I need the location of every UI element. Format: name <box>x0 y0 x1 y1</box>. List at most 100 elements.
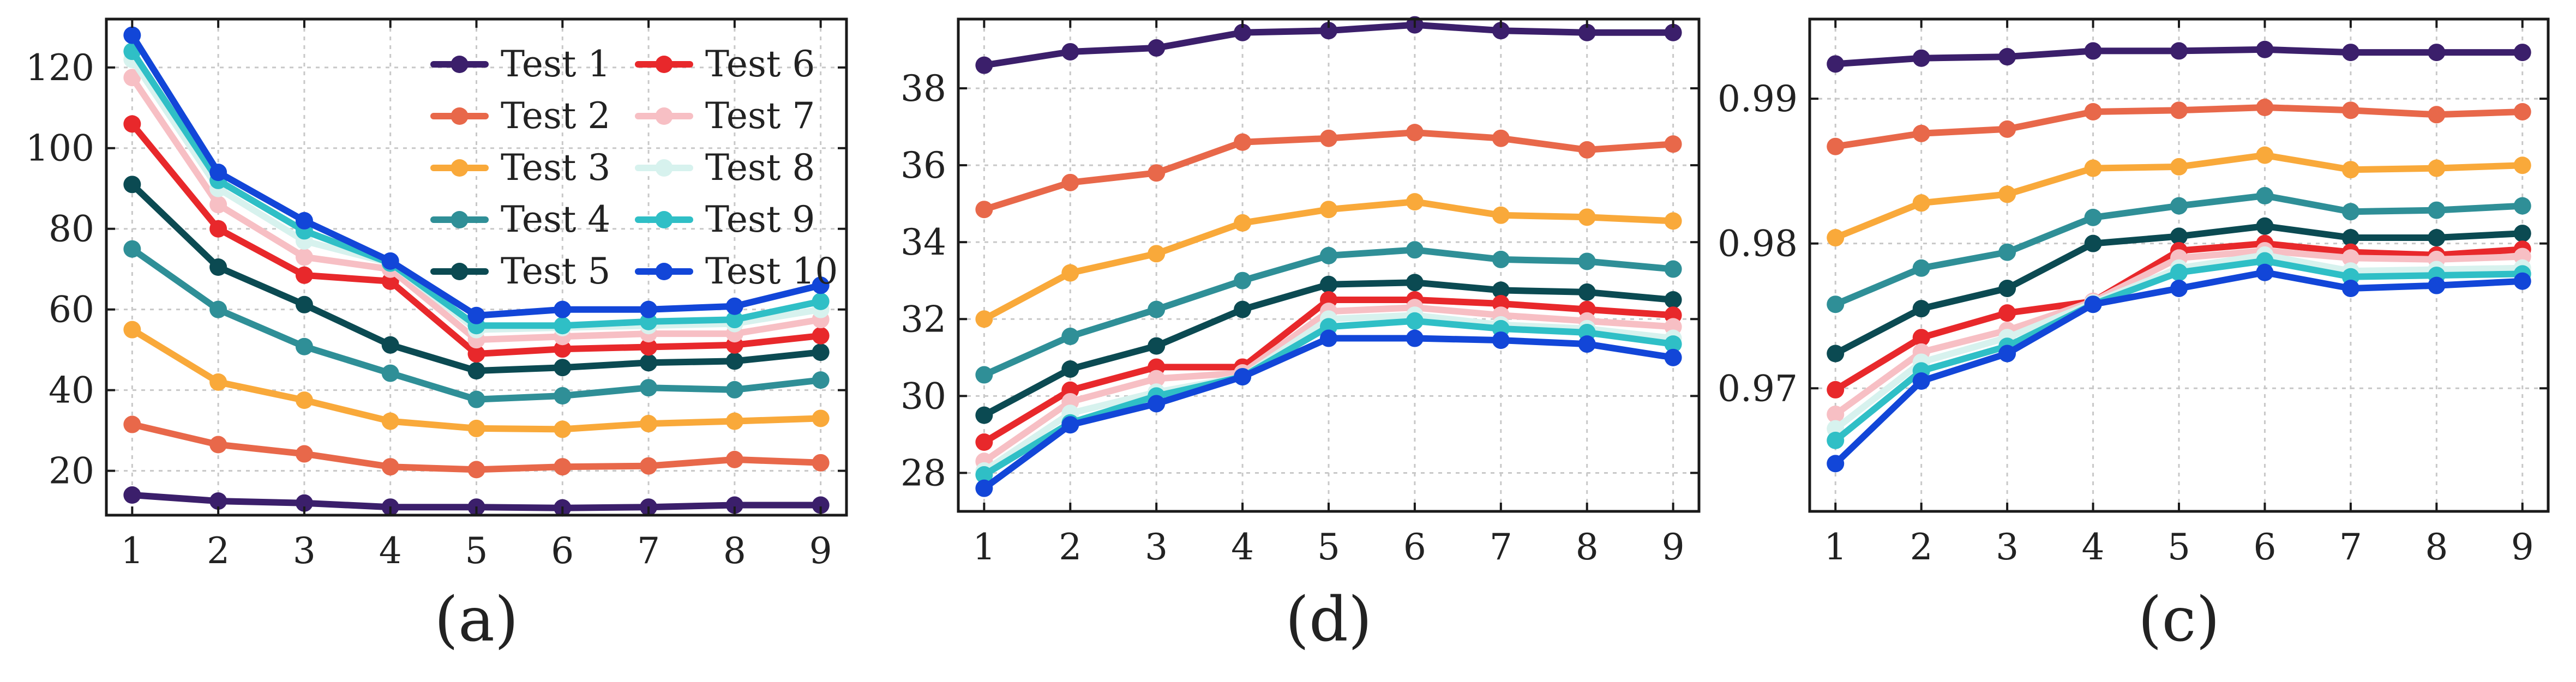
data-point-test-7 <box>1827 406 1845 424</box>
x-tick-label: 1 <box>121 530 143 572</box>
data-point-test-2 <box>1578 141 1596 159</box>
data-point-test-3 <box>1998 185 2016 203</box>
legend-marker-test-9 <box>655 211 673 228</box>
data-point-test-6 <box>295 266 313 284</box>
data-point-test-4 <box>1234 271 1252 289</box>
x-tick-label: 5 <box>465 530 488 572</box>
x-tick-label: 2 <box>207 530 230 572</box>
data-point-test-6 <box>1998 304 2016 322</box>
data-point-test-2 <box>1061 173 1079 191</box>
data-point-test-10 <box>1320 329 1337 347</box>
data-point-test-10 <box>725 297 743 315</box>
x-tick-label: 5 <box>1317 526 1340 568</box>
data-point-test-2 <box>295 445 313 463</box>
data-point-test-10 <box>975 479 993 497</box>
data-point-test-6 <box>640 338 658 356</box>
data-point-test-6 <box>975 433 993 451</box>
panel-label: (d) <box>1285 584 1372 655</box>
data-point-test-4 <box>1148 300 1166 318</box>
data-point-test-2 <box>1234 133 1252 151</box>
data-point-test-3 <box>1406 193 1424 211</box>
data-point-test-1 <box>1492 22 1510 40</box>
data-point-test-5 <box>209 258 227 276</box>
data-point-test-10 <box>1492 331 1510 349</box>
data-point-test-2 <box>975 201 993 219</box>
legend: Test 1 Test 2 Test 3 Test 4 Test 5 Test 6 Test… <box>430 43 838 292</box>
data-point-test-3 <box>209 373 227 391</box>
data-point-test-5 <box>1912 300 1930 318</box>
data-point-test-3 <box>2170 158 2188 176</box>
data-point-test-2 <box>1827 137 1845 155</box>
data-point-test-10 <box>1998 345 2016 363</box>
data-point-test-2 <box>467 461 485 479</box>
data-point-test-1 <box>123 486 141 504</box>
data-point-test-6 <box>812 327 830 345</box>
data-point-test-5 <box>554 359 572 377</box>
legend-label-test-8: Test 8 <box>705 147 815 189</box>
data-point-test-2 <box>2084 102 2102 120</box>
data-point-test-3 <box>640 415 658 433</box>
data-point-test-9 <box>725 311 743 329</box>
data-point-test-10 <box>1664 348 1682 366</box>
data-point-test-3 <box>554 420 572 438</box>
data-point-test-1 <box>1148 39 1166 57</box>
data-point-test-10 <box>1148 395 1166 413</box>
data-point-test-6 <box>467 345 485 363</box>
data-point-test-2 <box>1664 135 1682 153</box>
data-point-test-4 <box>1998 243 2016 261</box>
data-point-test-2 <box>725 450 743 468</box>
data-point-test-10 <box>2341 279 2359 297</box>
data-point-test-1 <box>295 494 313 512</box>
data-point-test-5 <box>123 176 141 194</box>
legend-label-test-4: Test 4 <box>501 198 610 240</box>
data-point-test-6 <box>1827 381 1845 399</box>
data-point-test-2 <box>1148 164 1166 182</box>
y-tick-label: 0.98 <box>1718 223 1798 265</box>
legend-marker-test-10 <box>655 263 673 280</box>
data-point-test-5 <box>381 336 399 354</box>
x-tick-label: 3 <box>293 530 316 572</box>
x-tick-label: 4 <box>1231 526 1254 568</box>
data-point-test-3 <box>975 310 993 328</box>
legend-label-test-3: Test 3 <box>501 147 610 189</box>
data-point-test-3 <box>1492 206 1510 224</box>
data-point-test-3 <box>1578 208 1596 226</box>
legend-label-test-9: Test 9 <box>705 198 815 240</box>
data-point-test-7 <box>2341 249 2359 267</box>
data-point-test-5 <box>295 295 313 313</box>
data-point-test-5 <box>1998 279 2016 297</box>
x-tick-label: 9 <box>1662 526 1685 568</box>
legend-label-test-1: Test 1 <box>501 43 610 85</box>
data-point-test-2 <box>2341 101 2359 119</box>
data-point-test-10 <box>467 306 485 324</box>
x-tick-label: 1 <box>1824 526 1847 568</box>
data-point-test-3 <box>1320 201 1337 219</box>
data-point-test-9 <box>1827 431 1845 449</box>
data-point-test-4 <box>2341 203 2359 221</box>
y-tick-label: 36 <box>900 144 946 186</box>
data-point-test-1 <box>1320 22 1337 40</box>
y-tick-label: 100 <box>26 128 94 170</box>
data-point-test-2 <box>1320 129 1337 147</box>
data-point-test-7 <box>1148 370 1166 388</box>
data-point-test-5 <box>2428 229 2446 247</box>
data-point-test-1 <box>2341 44 2359 62</box>
data-point-test-4 <box>1320 246 1337 264</box>
y-tick-label: 20 <box>49 450 94 492</box>
data-point-test-4 <box>209 300 227 318</box>
data-point-test-10 <box>2170 279 2188 297</box>
legend-marker-test-2 <box>451 107 469 125</box>
data-point-test-2 <box>1912 124 1930 142</box>
y-tick-label: 38 <box>900 68 946 110</box>
data-point-test-4 <box>1664 260 1682 278</box>
x-tick-label: 3 <box>1996 526 2019 568</box>
data-point-test-10 <box>2084 295 2102 313</box>
data-point-test-4 <box>381 364 399 382</box>
data-point-test-5 <box>1578 283 1596 301</box>
data-point-test-10 <box>209 164 227 182</box>
panel-label: (c) <box>2138 584 2220 655</box>
data-point-test-5 <box>725 352 743 370</box>
data-point-test-4 <box>975 366 993 384</box>
data-point-test-1 <box>2084 42 2102 60</box>
